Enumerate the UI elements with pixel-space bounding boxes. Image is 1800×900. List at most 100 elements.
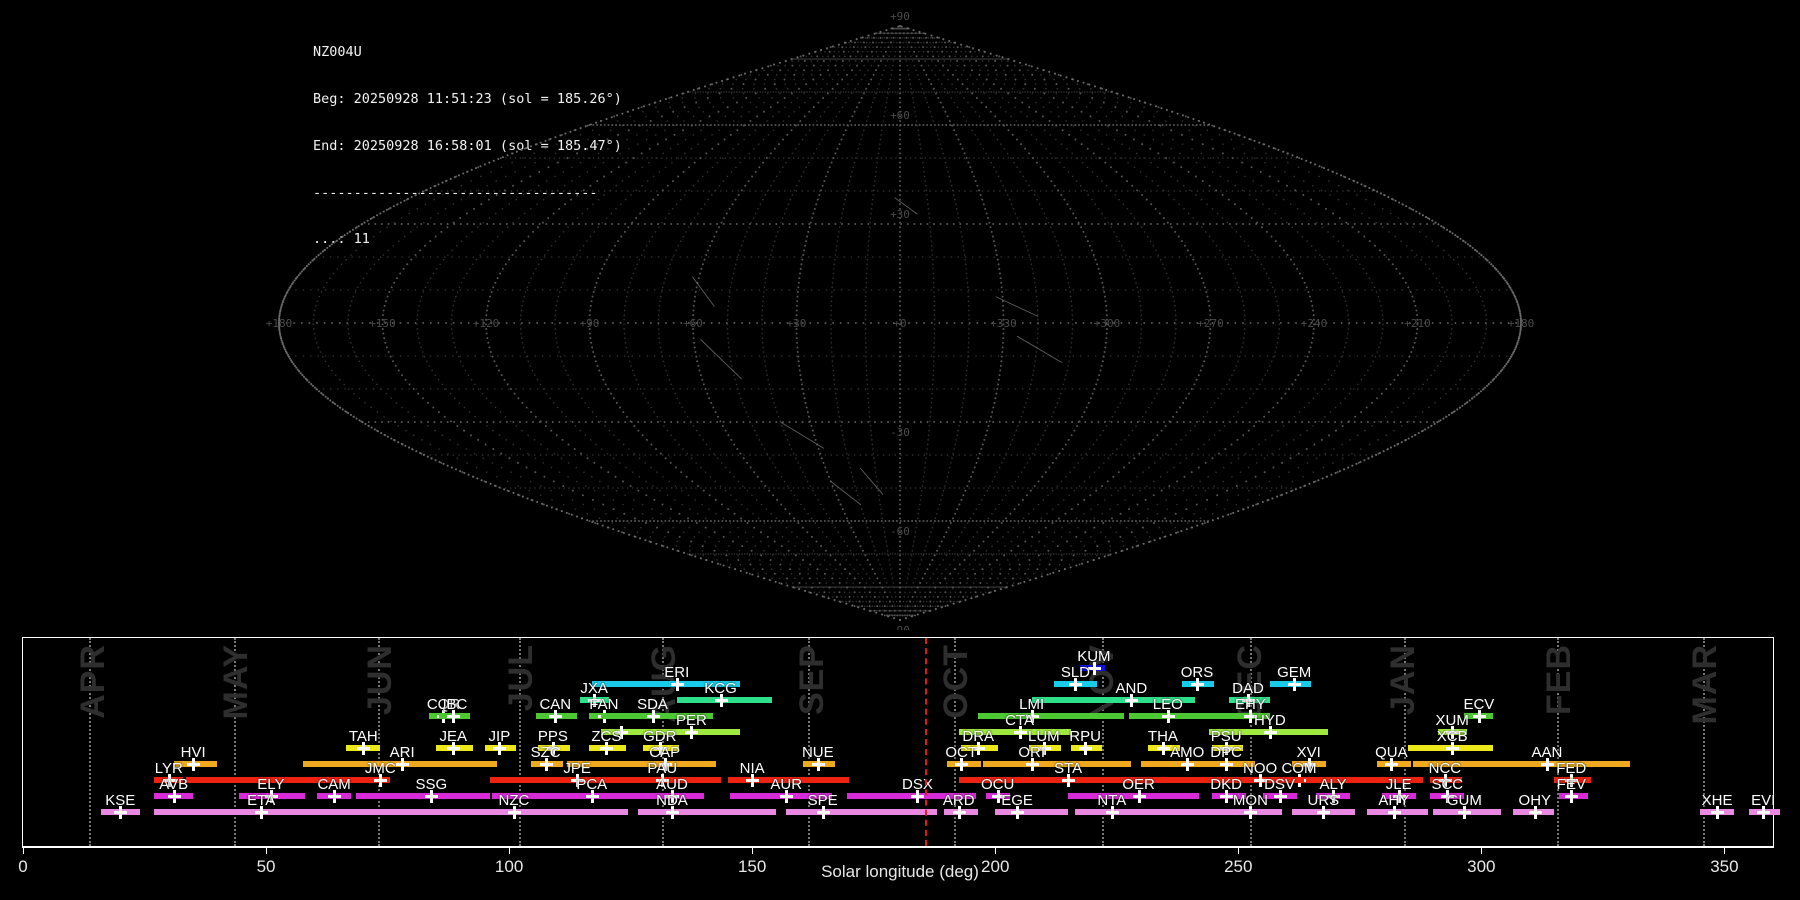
shower-code-label: EGE [1001, 792, 1033, 809]
shower-activity-bar[interactable] [1291, 809, 1355, 815]
month-label: JAN [1384, 644, 1423, 716]
shower-code-label: SZC [530, 744, 561, 761]
shower-code-label: DKD [1210, 776, 1242, 793]
shower-code-label: ARD [942, 792, 975, 809]
shower-activity-bar[interactable] [803, 761, 835, 767]
shower-activity-bar[interactable] [1700, 809, 1735, 815]
meteor-track [1016, 335, 1063, 363]
shower-activity-bar[interactable] [154, 809, 366, 815]
shower-activity-bar[interactable] [302, 761, 497, 767]
shower-code-label: SCC [1431, 776, 1464, 793]
sky-map-svg: +180 +150 +120 +90 +60 +30 +0 +330 +300 +270 +240 +… [266, 10, 1535, 630]
longitude-tick-label: +330 [990, 317, 1017, 330]
shower-activity-bar[interactable] [846, 793, 976, 799]
shower-activity-bar[interactable] [786, 809, 937, 815]
x-axis-tick [509, 847, 511, 854]
shower-activity-bar[interactable] [591, 681, 740, 687]
shower-code-label: LEO [1152, 696, 1183, 713]
declination-tick-label: +90 [890, 10, 910, 23]
shower-activity-bar[interactable] [1432, 809, 1501, 815]
month-separator [1556, 638, 1559, 846]
shower-code-label: XCB [1436, 728, 1468, 745]
shower-activity-bar[interactable] [1408, 745, 1494, 751]
meteor-track [995, 296, 1039, 317]
month-separator [377, 638, 380, 846]
meteor-tracks [692, 197, 1063, 505]
station-id: NZ004U [313, 44, 362, 61]
month-label: APR [74, 644, 113, 719]
shower-code-label: DSV [1264, 776, 1296, 793]
shower-activity-bar[interactable] [946, 761, 981, 767]
shower-code-label: FEV [1556, 776, 1586, 793]
shower-activity-bar[interactable] [436, 745, 473, 751]
shower-activity-bar[interactable] [676, 697, 772, 703]
shower-code-label: GDR [643, 728, 677, 745]
shower-activity-bar[interactable] [489, 777, 685, 783]
shower-code-label: ARI [389, 744, 415, 761]
shower-activity-bar[interactable] [1413, 761, 1630, 767]
shower-code-label: EVI [1751, 792, 1776, 809]
shower-activity-bar[interactable] [185, 777, 390, 783]
shower-activity-bar[interactable] [1068, 793, 1200, 799]
shower-code-label: LYR [154, 760, 183, 777]
shower-code-label: XHE [1701, 792, 1733, 809]
shower-activity-bar[interactable] [1031, 697, 1195, 703]
shower-activity-bar[interactable] [1376, 761, 1411, 767]
shower-code-label: AHY [1378, 792, 1410, 809]
meteor-track [830, 481, 861, 505]
shower-activity-bar[interactable] [1182, 681, 1214, 687]
shower-code-label: ELY [257, 776, 285, 793]
shower-activity-bar[interactable] [154, 793, 194, 799]
shower-activity-bar[interactable] [944, 809, 979, 815]
sky-grid-labels: +180 +150 +120 +90 +60 +30 +0 +330 +300 +270 +240 +… [266, 10, 1535, 630]
shower-activity-bar[interactable] [1512, 809, 1555, 815]
shower-activity-bar[interactable] [995, 809, 1069, 815]
shower-activity-bar[interactable] [1075, 809, 1214, 815]
shower-activity-bar[interactable] [363, 809, 629, 815]
shower-activity-bar[interactable] [317, 793, 352, 799]
shower-activity-bar[interactable] [567, 761, 716, 767]
shower-code-label: AVB [159, 776, 189, 793]
shower-activity-bar[interactable] [1187, 777, 1304, 783]
shower-activity-bar[interactable] [589, 745, 626, 751]
shower-activity-bar[interactable] [100, 809, 140, 815]
shower-activity-bar[interactable] [1128, 713, 1256, 719]
shower-code-label: NIA [739, 760, 765, 777]
shower-activity-bar[interactable] [1213, 809, 1283, 815]
shower-activity-bar[interactable] [1141, 761, 1256, 767]
shower-activity-bar[interactable] [355, 793, 490, 799]
shower-activity-bar[interactable] [978, 713, 1125, 719]
meteor-track [894, 197, 918, 215]
shower-activity-bar[interactable] [637, 809, 777, 815]
shower-activity-bar[interactable] [1748, 809, 1781, 815]
shower-activity-bar[interactable] [1053, 681, 1098, 687]
shower-code-label: DAD [1232, 680, 1264, 697]
shower-code-label: GUM [1446, 792, 1482, 809]
shower-activity-bar[interactable] [1070, 745, 1103, 751]
shower-activity-bar[interactable] [1367, 809, 1428, 815]
longitude-tick-label: +270 [1197, 317, 1224, 330]
shower-code-label: OCT [945, 744, 978, 761]
shower-activity-bar[interactable] [438, 713, 471, 719]
shower-activity-bar[interactable] [983, 761, 1132, 767]
shower-code-label: CTA [1005, 712, 1034, 729]
declination-tick-label: +30 [890, 208, 910, 221]
shower-activity-bar[interactable] [727, 777, 850, 783]
shower-code-label: NCC [1428, 760, 1462, 777]
x-axis-line [22, 847, 1774, 848]
shower-code-label: NTA [1097, 792, 1127, 809]
shower-activity-bar[interactable] [1269, 681, 1312, 687]
shower-activity-bar[interactable] [346, 745, 381, 751]
shower-activity-bar[interactable] [530, 761, 563, 767]
shower-activity-bar[interactable] [484, 745, 517, 751]
shower-activity-timeline[interactable]: APRMAYJUNJULAUGSEPOCTNOVDECJANFEBMARKUME… [22, 637, 1781, 847]
shower-code-label: PPS [537, 728, 568, 745]
shower-activity-bar[interactable] [535, 713, 578, 719]
shower-activity-bar[interactable] [1211, 761, 1246, 767]
shower-code-label: STA [1054, 760, 1083, 777]
shower-code-label: CAM [317, 776, 351, 793]
x-axis-tick [1238, 847, 1240, 854]
month-label: JUN [360, 644, 399, 716]
shower-activity-bar[interactable] [1559, 793, 1589, 799]
divider-rule: ----------------------------------- [313, 184, 598, 201]
